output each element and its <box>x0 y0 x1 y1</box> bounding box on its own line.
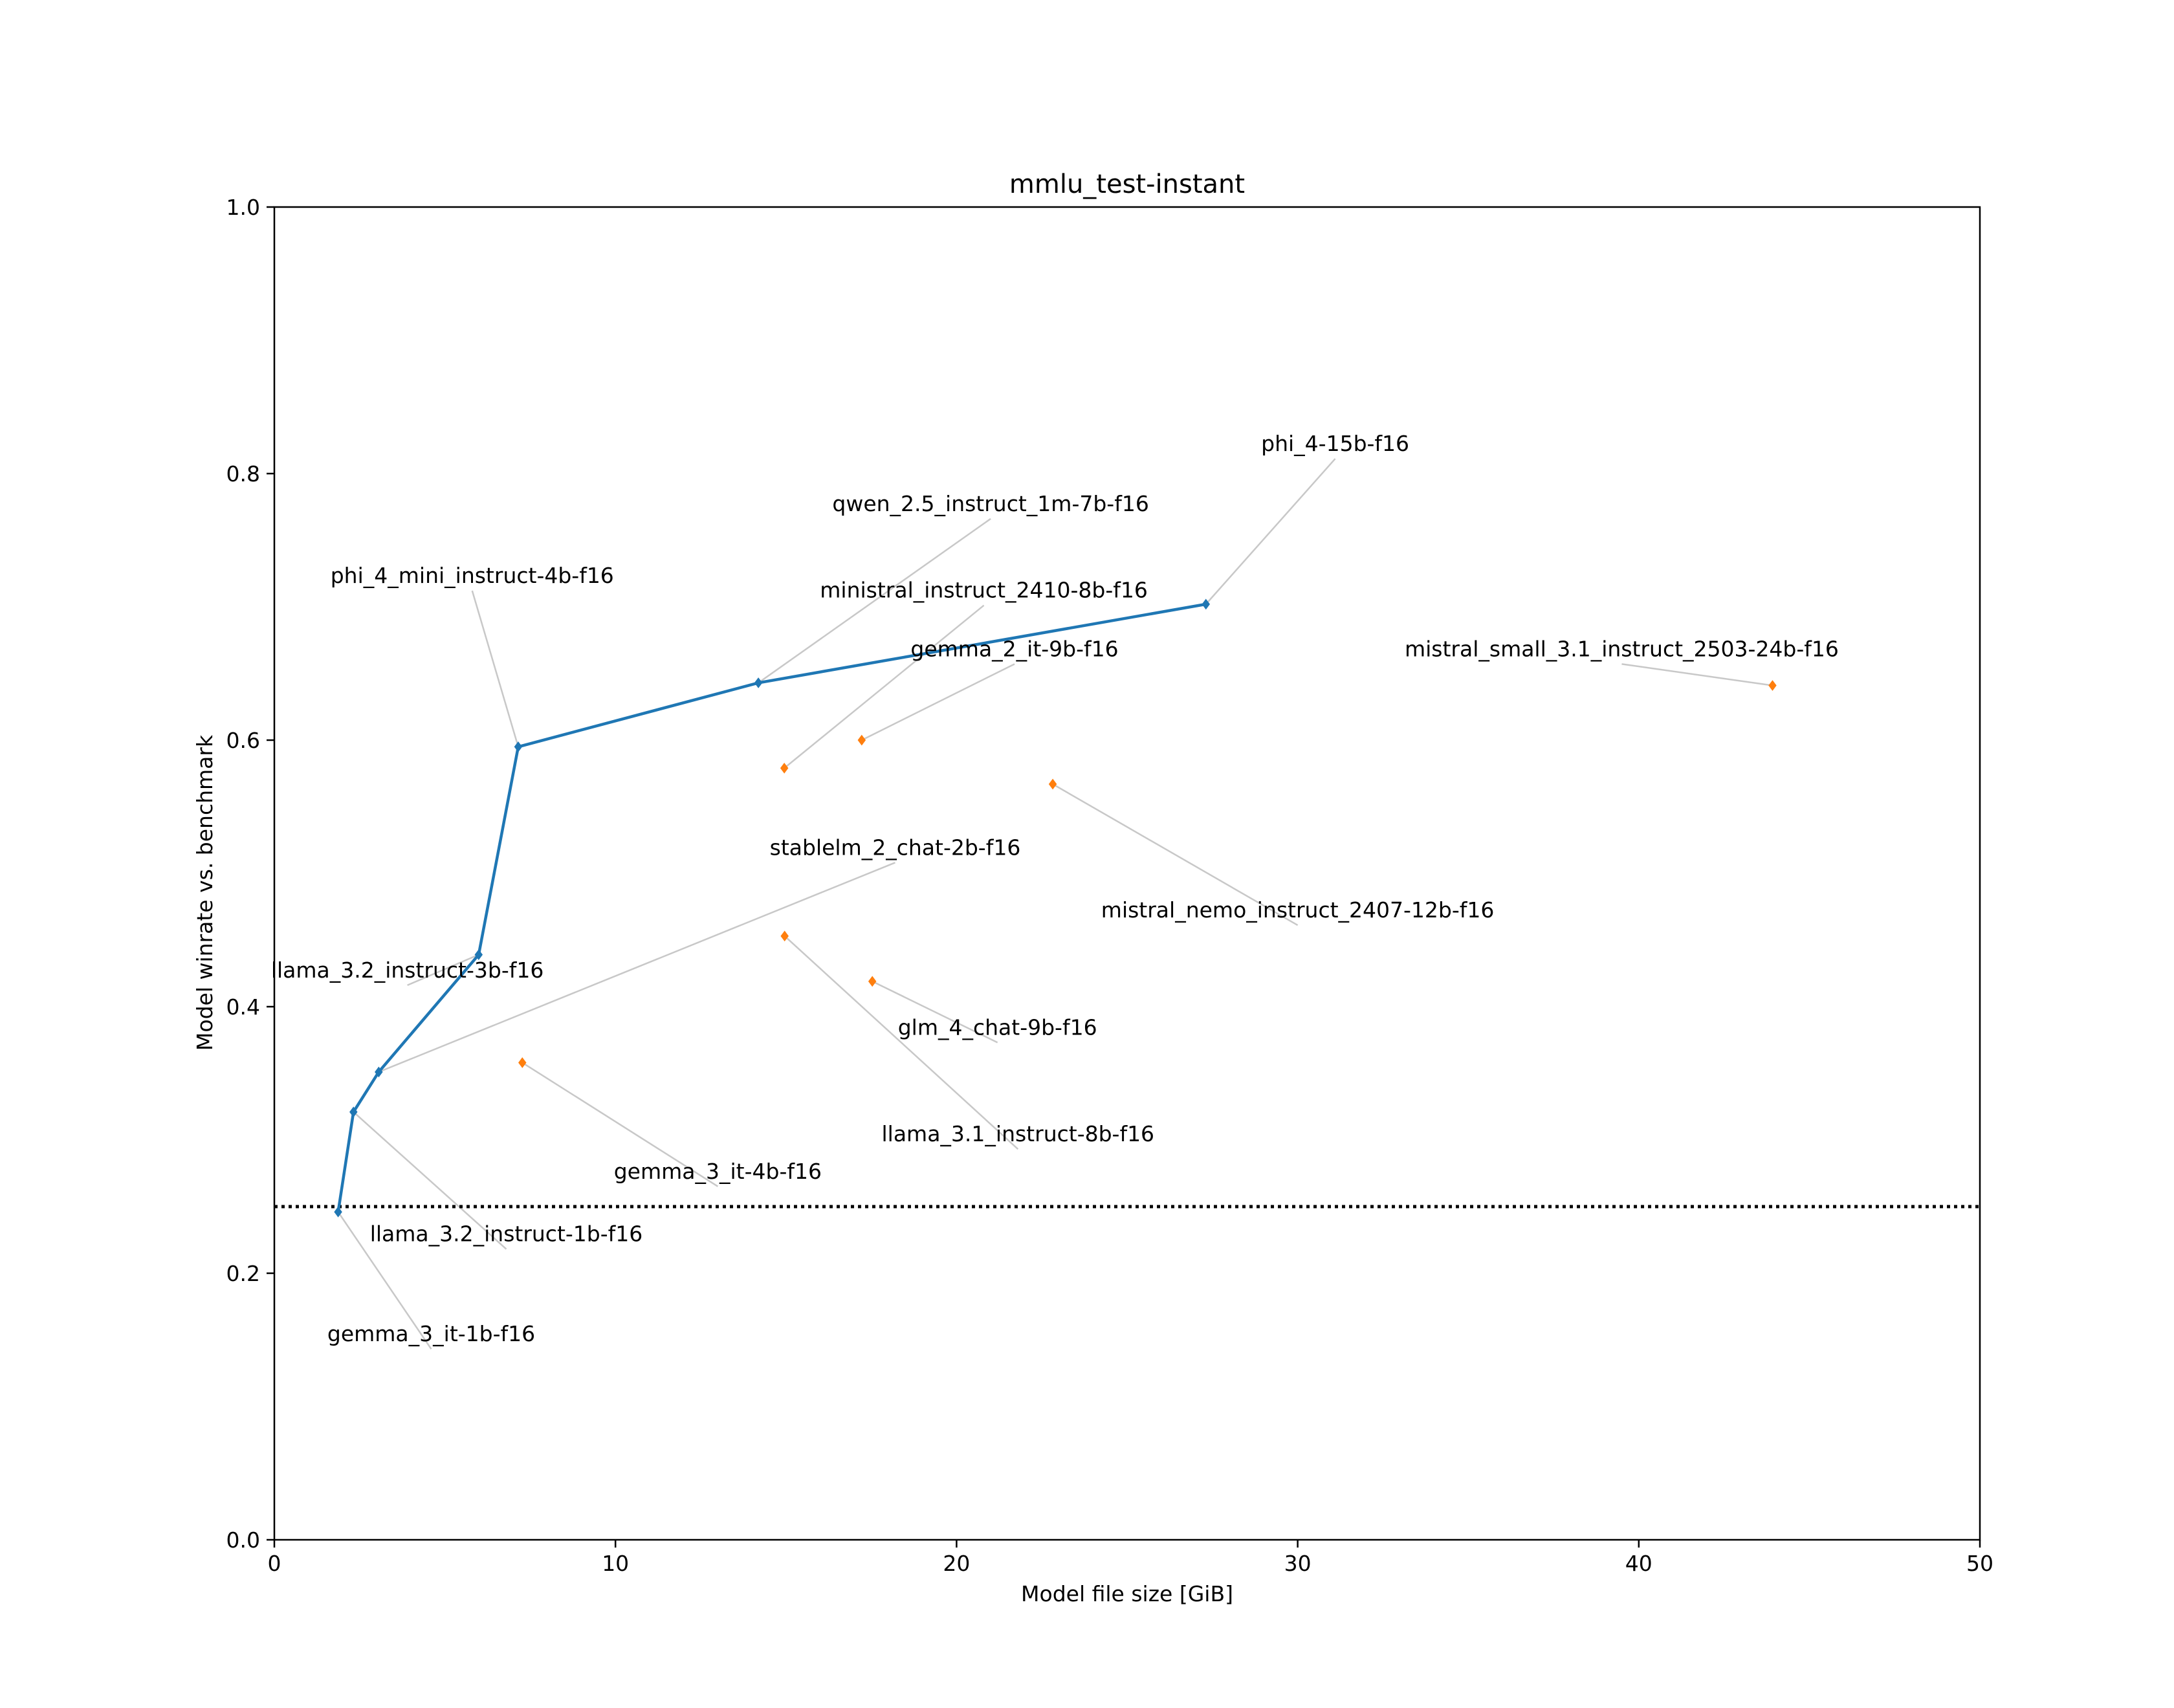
plot-area: gemma_3_it-1b-f16 llama_3.2_instruct-1b-f… <box>271 206 1981 1541</box>
point-label: glm_4_chat-9b-f16 <box>898 1014 1097 1040</box>
pareto-point <box>1202 598 1211 610</box>
label-leader-line <box>784 604 985 769</box>
y-tick-label: 0.8 <box>226 461 260 487</box>
other-point <box>1768 680 1777 691</box>
y-axis-label: Model winrate vs. benchmark <box>192 734 217 1051</box>
axes-frame <box>273 206 1981 1541</box>
label-leader-line <box>758 518 991 684</box>
point-label: gemma_3_it-4b-f16 <box>614 1159 822 1184</box>
point-labels: gemma_3_it-1b-f16 llama_3.2_instruct-1b-f… <box>271 431 1839 1346</box>
label-leader-line <box>1205 458 1336 605</box>
point-label: llama_3.1_instruct-8b-f16 <box>882 1121 1155 1146</box>
other-point <box>780 762 789 774</box>
y-tick-label: 0.4 <box>226 994 260 1020</box>
pareto-point <box>349 1106 358 1118</box>
point-label: gemma_2_it-9b-f16 <box>910 636 1118 661</box>
y-tick-label: 1.0 <box>226 195 260 220</box>
label-leader-line <box>872 980 998 1044</box>
other-point <box>780 930 789 942</box>
other-point <box>518 1057 527 1068</box>
x-axis: 0 10 20 30 40 50 <box>268 1540 1993 1576</box>
point-label: mistral_nemo_instruct_2407-12b-f16 <box>1101 897 1495 923</box>
point-label: ministral_instruct_2410-8b-f16 <box>820 578 1148 603</box>
pareto-point <box>514 741 523 752</box>
x-tick-label: 40 <box>1625 1551 1652 1576</box>
chart-title: mmlu_test-instant <box>1009 170 1245 199</box>
point-label: llama_3.2_instruct-1b-f16 <box>370 1221 643 1247</box>
x-tick-label: 20 <box>943 1551 970 1576</box>
x-axis-label: Model file size [GiB] <box>1021 1581 1233 1606</box>
y-tick-label: 0.0 <box>226 1527 260 1553</box>
label-leader-line <box>353 1111 507 1250</box>
point-label: llama_3.2_instruct-3b-f16 <box>271 958 544 983</box>
x-tick-label: 30 <box>1284 1551 1312 1576</box>
label-leader-line <box>378 862 895 1073</box>
label-leader-line <box>522 1062 719 1187</box>
y-tick-label: 0.2 <box>226 1261 260 1286</box>
x-tick-label: 10 <box>602 1551 629 1576</box>
label-leader-line <box>861 663 1015 741</box>
data-points <box>334 598 1777 1218</box>
x-tick-label: 50 <box>1966 1551 1993 1576</box>
point-label: stablelm_2_chat-2b-f16 <box>770 835 1021 860</box>
label-leader-line <box>1052 783 1299 926</box>
pareto-point <box>474 949 483 960</box>
x-tick-label: 0 <box>268 1551 281 1576</box>
y-axis: 0.0 0.2 0.4 0.6 0.8 1.0 <box>226 195 274 1553</box>
label-leader-line <box>1621 663 1773 686</box>
point-label: phi_4-15b-f16 <box>1261 431 1409 456</box>
point-label: phi_4_mini_instruct-4b-f16 <box>331 563 614 588</box>
pareto-point <box>334 1206 342 1218</box>
label-leader-line <box>407 954 479 986</box>
label-leader-line <box>784 935 1019 1150</box>
label-leader-line <box>337 1211 432 1350</box>
pareto-point <box>754 677 763 688</box>
point-label: gemma_3_it-1b-f16 <box>327 1321 535 1346</box>
label-leader-lines <box>337 458 1773 1350</box>
point-label: qwen_2.5_instruct_1m-7b-f16 <box>832 491 1148 516</box>
other-point <box>1048 778 1057 790</box>
other-point <box>857 734 866 746</box>
other-point <box>868 976 877 987</box>
pareto-point <box>375 1066 383 1078</box>
point-label: mistral_small_3.1_instruct_2503-24b-f16 <box>1405 636 1839 661</box>
y-tick-label: 0.6 <box>226 728 260 753</box>
label-leader-line <box>471 590 520 747</box>
